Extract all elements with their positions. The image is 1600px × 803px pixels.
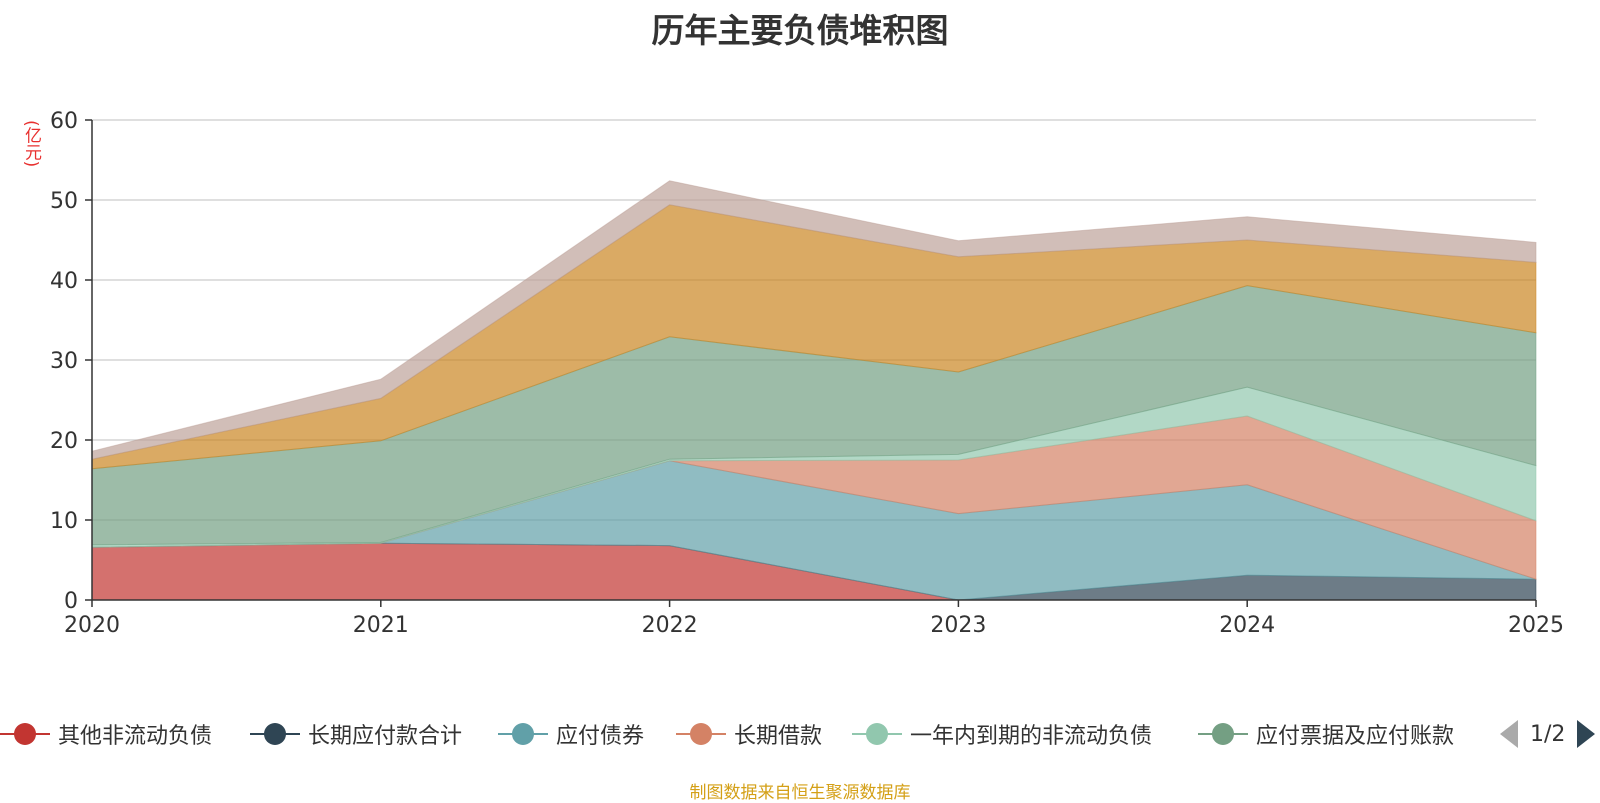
legend-label: 应付票据及应付账款 xyxy=(1256,724,1455,749)
y-tick-label: 30 xyxy=(50,349,78,374)
legend-item-current-portion-noncurrent[interactable]: 一年内到期的非流动负债 xyxy=(852,716,1152,752)
y-tick-label: 40 xyxy=(50,269,78,294)
x-tick-label: 2025 xyxy=(1508,613,1564,638)
legend: 其他非流动负债 长期应付款合计 应付债券 长期借款 一年内到期的非流动负债 应付… xyxy=(0,716,1600,752)
y-tick-label: 50 xyxy=(50,189,78,214)
y-axis-unit-label: (亿元) xyxy=(21,120,41,168)
legend-next-page-icon[interactable] xyxy=(1577,720,1596,748)
x-tick-label: 2023 xyxy=(930,613,986,638)
legend-page-indicator: 1/2 xyxy=(1530,721,1566,747)
y-tick-label: 10 xyxy=(50,509,78,534)
legend-label: 长期应付款合计 xyxy=(308,724,463,749)
x-tick-label: 2021 xyxy=(353,613,409,638)
legend-prev-page-icon[interactable] xyxy=(1500,720,1518,748)
legend-item-bonds-payable[interactable]: 应付债券 xyxy=(498,716,644,752)
legend-item-other-noncurrent-liabilities[interactable]: 其他非流动负债 xyxy=(0,716,212,752)
legend-marker xyxy=(498,719,548,749)
data-source-note: 制图数据来自恒生聚源数据库 xyxy=(689,783,911,803)
legend-pager: 1/2 xyxy=(1500,716,1596,752)
legend-label: 其他非流动负债 xyxy=(58,724,213,749)
legend-marker xyxy=(852,719,902,749)
legend-marker xyxy=(250,719,300,749)
x-tick-label: 2022 xyxy=(642,613,698,638)
legend-item-long-term-payables[interactable]: 长期应付款合计 xyxy=(250,716,462,752)
y-tick-label: 60 xyxy=(50,109,78,134)
legend-marker xyxy=(1198,719,1248,749)
chart-title: 历年主要负债堆积图 xyxy=(651,11,949,50)
x-tick-label: 2024 xyxy=(1219,613,1275,638)
y-tick-label: 20 xyxy=(50,429,78,454)
x-tick-label: 2020 xyxy=(64,613,120,638)
legend-item-notes-accounts-payable[interactable]: 应付票据及应付账款 xyxy=(1198,716,1454,752)
legend-label: 长期借款 xyxy=(734,724,823,749)
legend-label: 一年内到期的非流动负债 xyxy=(910,724,1153,749)
legend-label: 应付债券 xyxy=(556,724,645,749)
y-tick-label: 0 xyxy=(64,589,78,614)
legend-marker xyxy=(0,719,50,749)
stacked-area-chart: 0 10 20 30 40 50 60 2020 2021 2022 2023 2024 2025 xyxy=(50,109,1564,638)
area-series-8 xyxy=(91,180,1537,460)
legend-marker xyxy=(676,719,726,749)
legend-item-long-term-loans[interactable]: 长期借款 xyxy=(676,716,822,752)
